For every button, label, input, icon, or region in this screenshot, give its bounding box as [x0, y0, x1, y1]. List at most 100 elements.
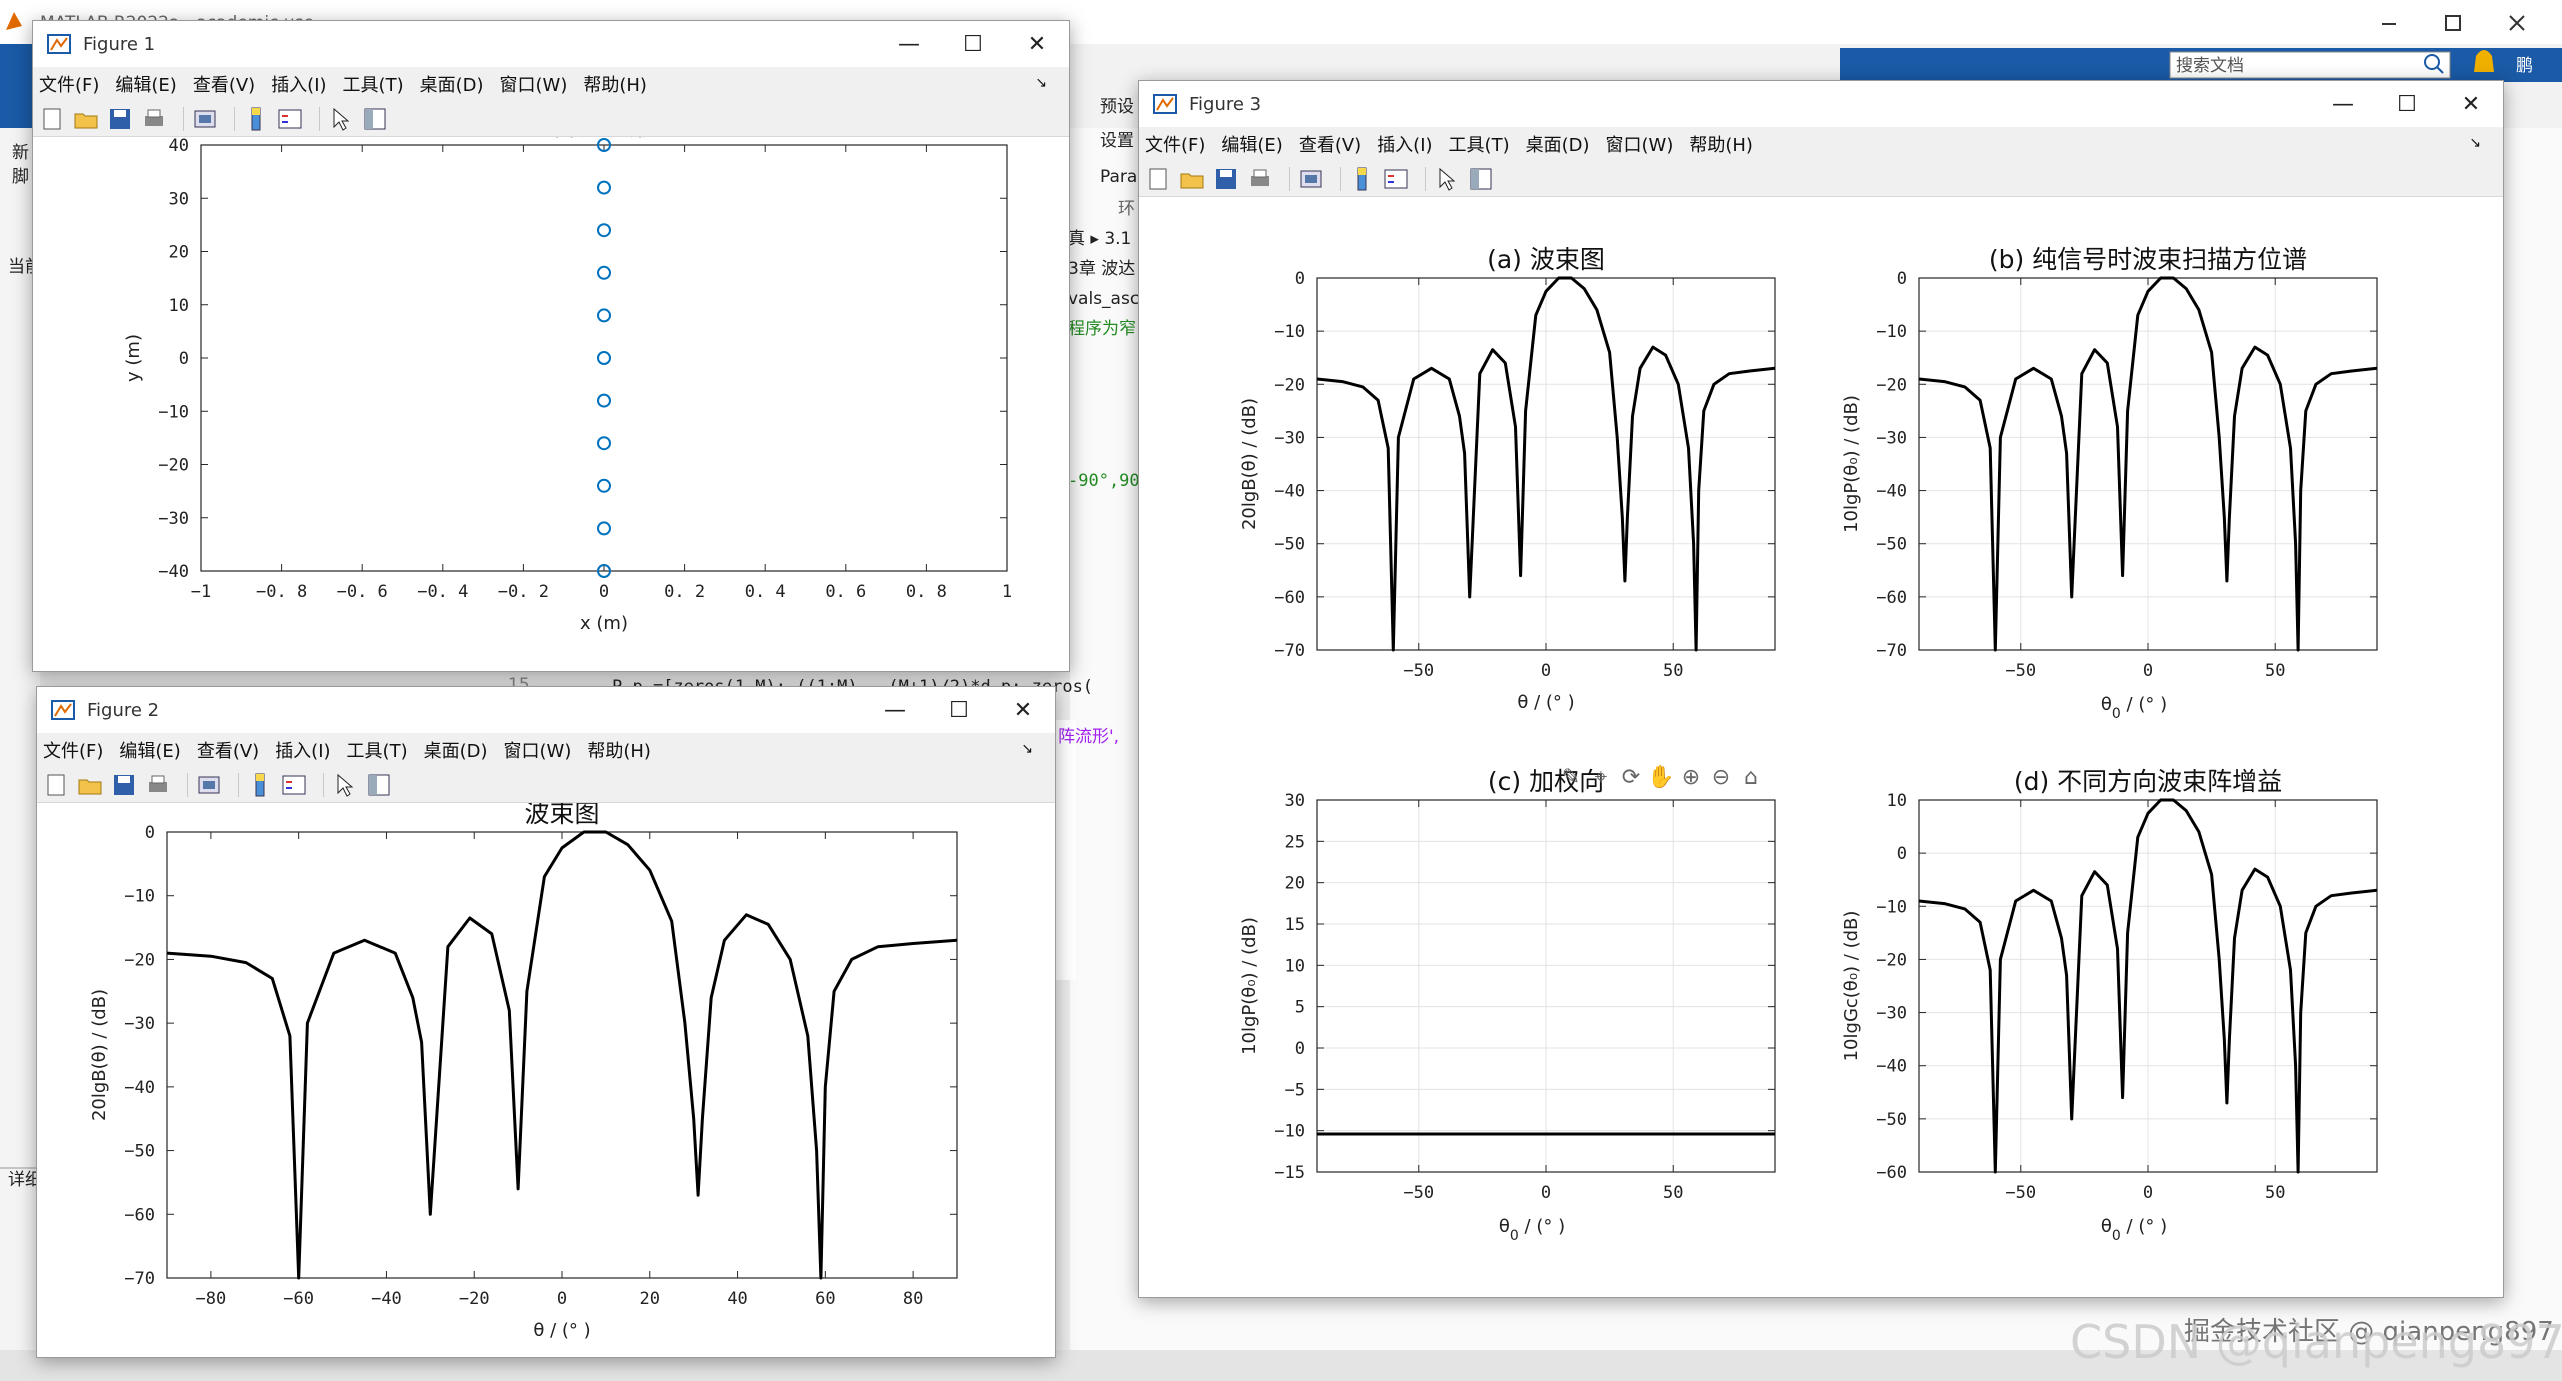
- print-icon[interactable]: [141, 106, 167, 132]
- bg-preset[interactable]: 预设: [1100, 97, 1134, 117]
- data-point[interactable]: [597, 308, 611, 323]
- data-point[interactable]: [597, 478, 611, 493]
- menu-item-1[interactable]: 编辑(E): [119, 741, 181, 762]
- print-preview-icon[interactable]: [1298, 166, 1324, 192]
- legend-icon[interactable]: [277, 106, 303, 132]
- menu-item-2[interactable]: 查看(V): [1298, 135, 1362, 156]
- menu-item-5[interactable]: 桌面(D): [423, 741, 488, 762]
- save-icon[interactable]: [107, 106, 133, 132]
- colorbar-icon[interactable]: [1349, 166, 1375, 192]
- figure-2-window[interactable]: Figure 2 — ☐ ✕ 文件(F) 编辑(E) 查看(V) 插入(I) 工具(T)…: [36, 686, 1056, 1358]
- dock-arrow-icon[interactable]: ↘: [1021, 741, 1033, 757]
- series-line[interactable]: [166, 830, 958, 1280]
- menu-item-2[interactable]: 查看(V): [192, 75, 256, 96]
- chart-b[interactable]: −50 0 50 −70 −60 −50 −40 −30 −20 −10 0 (b) 纯信号时波束扫描…: [1841, 245, 2378, 722]
- figure-3-canvas[interactable]: −50 0 50 −70 −60 −50 −40 −30 −20 −10 0 (a) 波束图 θ / (…: [1139, 197, 2503, 1297]
- menu-item-3[interactable]: 插入(I): [271, 75, 327, 96]
- open-file-icon[interactable]: [1179, 166, 1205, 192]
- menu-item-1[interactable]: 编辑(E): [115, 75, 177, 96]
- chart-a[interactable]: −50 0 50 −70 −60 −50 −40 −30 −20 −10 0 (a) 波束图 θ / (…: [1239, 245, 1776, 713]
- bg-user[interactable]: 鹏: [2516, 56, 2533, 76]
- figure-3-window[interactable]: Figure 3 — ☐ ✕ 文件(F) 编辑(E) 查看(V) 插入(I) 工具(T)…: [1138, 80, 2504, 1298]
- save-icon[interactable]: [1213, 166, 1239, 192]
- property-editor-icon[interactable]: [366, 772, 392, 798]
- dock-arrow-icon[interactable]: ↘: [1035, 75, 1047, 91]
- menu-item-3[interactable]: 插入(I): [275, 741, 331, 762]
- bg-search-placeholder[interactable]: 搜索文档: [2176, 56, 2244, 76]
- save-icon[interactable]: [111, 772, 137, 798]
- data-point[interactable]: [597, 521, 611, 536]
- menu-item-4[interactable]: 工具(T): [1448, 135, 1510, 156]
- data-point[interactable]: [597, 223, 611, 238]
- colorbar-icon[interactable]: [247, 772, 273, 798]
- menu-item-4[interactable]: 工具(T): [342, 75, 404, 96]
- figure-2-titlebar[interactable]: Figure 2 — ☐ ✕: [37, 687, 1055, 733]
- select-arrow-icon[interactable]: [332, 772, 358, 798]
- menu-item-3[interactable]: 插入(I): [1377, 135, 1433, 156]
- menu-item-6[interactable]: 窗口(W): [1605, 135, 1674, 156]
- plot-area[interactable]: [167, 832, 957, 1278]
- select-arrow-icon[interactable]: [1434, 166, 1460, 192]
- menu-item-7[interactable]: 帮助(H): [583, 75, 647, 96]
- bg-para[interactable]: Para: [1100, 167, 1137, 187]
- menu-item-7[interactable]: 帮助(H): [587, 741, 651, 762]
- figure-2-canvas[interactable]: −80 −60 −40 −20 0 20 40 60 80 −70 −60 −50 −40 −30 −20 −…: [37, 803, 1055, 1357]
- data-point[interactable]: [597, 351, 611, 365]
- figure-3-titlebar[interactable]: Figure 3 — ☐ ✕: [1139, 81, 2503, 127]
- search-icon[interactable]: [2424, 54, 2444, 74]
- figure-1-titlebar[interactable]: Figure 1 — ☐ ✕: [33, 21, 1069, 67]
- minimize-icon[interactable]: —: [884, 697, 906, 723]
- zoom-out-icon[interactable]: ⊖: [1712, 765, 1730, 790]
- print-preview-icon[interactable]: [196, 772, 222, 798]
- maximize-icon[interactable]: ☐: [949, 697, 969, 723]
- data-point[interactable]: [597, 393, 611, 408]
- data-point[interactable]: [597, 436, 611, 451]
- bg-chapter[interactable]: 3章 波达: [1068, 259, 1135, 279]
- menu-item-5[interactable]: 桌面(D): [1525, 135, 1590, 156]
- minimize-icon[interactable]: —: [2332, 91, 2354, 117]
- data-point[interactable]: [597, 564, 611, 578]
- maximize-icon[interactable]: ☐: [963, 31, 983, 57]
- menu-item-6[interactable]: 窗口(W): [503, 741, 572, 762]
- close-icon[interactable]: ✕: [2461, 91, 2481, 117]
- menu-item-0[interactable]: 文件(F): [39, 75, 100, 96]
- series-line[interactable]: [1316, 276, 1776, 652]
- menu-item-4[interactable]: 工具(T): [346, 741, 408, 762]
- series-line[interactable]: [1918, 798, 2378, 1174]
- menu-item-0[interactable]: 文件(F): [43, 741, 104, 762]
- menu-item-1[interactable]: 编辑(E): [1221, 135, 1283, 156]
- menu-item-2[interactable]: 查看(V): [196, 741, 260, 762]
- chart-array[interactable]: −1 −0. 8 −0. 6 −0. 4 −0. 2 0 0. 2 0. 4 0. 6 0. 8 1…: [123, 137, 1012, 634]
- chart-beam[interactable]: −80 −60 −40 −20 0 20 40 60 80 −70 −60 −50 −40 −30 −20 −…: [89, 803, 958, 1341]
- legend-icon[interactable]: [1383, 166, 1409, 192]
- close-icon[interactable]: ✕: [1027, 31, 1047, 57]
- plot-area[interactable]: [201, 145, 1007, 571]
- close-main-icon[interactable]: [2509, 15, 2525, 31]
- bg-vals[interactable]: vals_asc.: [1068, 289, 1145, 309]
- data-point[interactable]: [597, 180, 611, 195]
- axes-toolbar[interactable]: ✎ ⌖ ⟳ ✋ ⊕ ⊖ ⌂: [1562, 764, 1758, 790]
- maximize-main-icon[interactable]: [2445, 15, 2461, 31]
- maximize-icon[interactable]: ☐: [2397, 91, 2417, 117]
- print-preview-icon[interactable]: [192, 106, 218, 132]
- data-tips-icon[interactable]: ⌖: [1595, 765, 1607, 790]
- open-file-icon[interactable]: [77, 772, 103, 798]
- new-figure-icon[interactable]: [39, 106, 65, 132]
- property-editor-icon[interactable]: [362, 106, 388, 132]
- minimize-icon[interactable]: —: [898, 31, 920, 57]
- menu-item-0[interactable]: 文件(F): [1145, 135, 1206, 156]
- menu-item-6[interactable]: 窗口(W): [499, 75, 568, 96]
- notification-bell-icon[interactable]: [2474, 50, 2494, 72]
- home-icon[interactable]: ⌂: [1744, 765, 1758, 790]
- bg-breadcrumb[interactable]: 真 ▸ 3.1: [1068, 229, 1131, 249]
- dock-arrow-icon[interactable]: ↘: [2469, 135, 2481, 151]
- menu-item-5[interactable]: 桌面(D): [419, 75, 484, 96]
- new-figure-icon[interactable]: [43, 772, 69, 798]
- brush-icon[interactable]: ✎: [1562, 765, 1580, 790]
- open-file-icon[interactable]: [73, 106, 99, 132]
- pan-icon[interactable]: ✋: [1647, 764, 1674, 790]
- close-icon[interactable]: ✕: [1013, 697, 1033, 723]
- select-arrow-icon[interactable]: [328, 106, 354, 132]
- colorbar-icon[interactable]: [243, 106, 269, 132]
